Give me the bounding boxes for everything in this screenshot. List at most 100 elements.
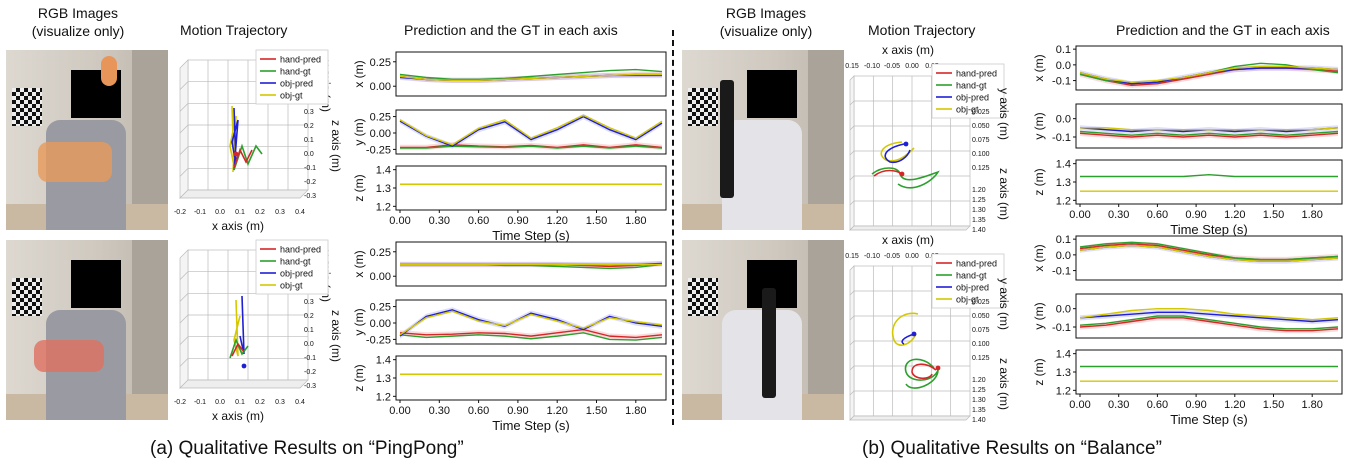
- end-marker: [935, 365, 941, 371]
- grid-line: [849, 175, 855, 181]
- x-tick-label: 1.50: [1263, 399, 1284, 411]
- rgb-image-pingpong-1: [6, 50, 168, 230]
- series-line-obj-gt: [1079, 307, 1339, 321]
- y-axis-label: z (m): [1032, 168, 1046, 195]
- x-tick-label: 0.15: [845, 63, 859, 70]
- series-line-hand-gt: [1079, 241, 1339, 261]
- z-tick-label: 0.0: [304, 151, 314, 158]
- y-tick-label: 0.050: [972, 313, 990, 320]
- section-divider: [672, 30, 674, 425]
- y-axis-label: y (m): [1032, 302, 1046, 329]
- rgb-image-balance-2: [682, 240, 844, 420]
- series-line-hand-pred: [399, 328, 663, 339]
- y-tick-label: 1.3: [1056, 367, 1071, 379]
- y-axis-label: y (m): [352, 118, 366, 145]
- z-tick-label: -0.1: [304, 355, 316, 362]
- x-tick-label: 1.80: [625, 215, 646, 227]
- grid-line: [179, 358, 189, 367]
- grid-line: [179, 81, 189, 90]
- trajectory-hand-gt: [904, 358, 939, 389]
- x-tick-label: 1.20: [546, 215, 567, 227]
- caption-pingpong: (a) Qualitative Results on “PingPong”: [150, 438, 464, 459]
- x-tick-label: 0.3: [275, 209, 285, 216]
- y-tick-label: 0.1: [1056, 234, 1071, 246]
- z-tick-label: 1.40: [972, 227, 986, 234]
- trajectory-obj-pred: [884, 143, 911, 164]
- x-tick-label: 0.30: [429, 405, 450, 417]
- x-axis-label: x axis (m): [882, 43, 934, 57]
- y-tick-label: -0.1: [1052, 266, 1071, 278]
- x-axis-label: Time Step (s): [1170, 222, 1248, 237]
- x-tick-label: 0.30: [1108, 399, 1129, 411]
- x-tick-label: 1.20: [1224, 209, 1245, 221]
- trajectory-obj-pred: [239, 295, 245, 355]
- trajectory-hand-pred: [873, 169, 903, 177]
- x-tick-label: 0.15: [845, 253, 859, 260]
- legend-label-hand-gt: hand-gt: [956, 271, 987, 281]
- x-tick-label: 0.60: [1147, 399, 1168, 411]
- prediction-gt-header-b: Prediction and the GT in each axis: [1116, 22, 1330, 38]
- y-tick-label: 0.125: [972, 355, 990, 362]
- z-tick-label: 0.2: [304, 123, 314, 130]
- grid-line: [179, 168, 189, 177]
- series-line-hand-gt: [1079, 130, 1339, 136]
- series-line-hand-gt: [399, 332, 663, 341]
- x-axis-label: Time Step (s): [492, 418, 570, 433]
- y-tick-label: -0.1: [1052, 132, 1071, 144]
- subplot-frame: [395, 51, 667, 97]
- grid-line: [179, 336, 189, 345]
- z-tick-label: 1.25: [972, 387, 986, 394]
- x-tick-label: 1.20: [546, 405, 567, 417]
- x-tick-label: -0.10: [864, 253, 880, 260]
- legend-label-obj-pred: obj-pred: [280, 269, 313, 279]
- series-line-hand-gt: [1080, 173, 1338, 178]
- trajectory-plot-pingpong-2: -0.2 -0.1 0.0 0.1 0.2 0.3 0.4 x axis (m) 0.3 0.2 0…: [174, 239, 343, 423]
- series-line-hand-gt: [400, 145, 663, 149]
- trajectory-hand-gt: [229, 337, 249, 359]
- x-axis-label: x axis (m): [882, 233, 934, 247]
- grid-line: [849, 150, 855, 156]
- rgb-image-pingpong-2: [6, 240, 168, 420]
- y-axis-label: z (m): [1032, 358, 1046, 385]
- z-axis-label: z axis (m): [997, 168, 1011, 220]
- x-tick-label: 1.50: [586, 215, 607, 227]
- series-line-obj-gt: [399, 114, 663, 146]
- motion-trajectory-header-a: Motion Trajectory: [180, 22, 288, 38]
- z-tick-label: -0.1: [304, 165, 316, 172]
- y-tick-label: 0.00: [370, 271, 391, 283]
- z-tick-label: 1.20: [972, 377, 986, 384]
- legend-label-obj-gt: obj-gt: [956, 105, 979, 115]
- z-tick-label: 1.30: [972, 207, 986, 214]
- y-tick-label: 0.25: [370, 302, 391, 314]
- subplot-frame: [1075, 349, 1343, 395]
- x-tick-label: 0.00: [389, 405, 410, 417]
- grid-floor: [179, 189, 309, 199]
- y-tick-label: 0.075: [972, 137, 990, 144]
- y-tick-label: 0.25: [370, 247, 391, 259]
- trajectory-plot-balance-1: x axis (m)0.15-0.10-0.050.000.05hand-pre…: [845, 43, 1011, 234]
- x-axis-label: x axis (m): [212, 219, 264, 233]
- y-tick-label: 1.2: [1056, 385, 1071, 397]
- trajectory-plot-pingpong-1: -0.2 -0.1 0.0 0.1 0.2 0.3 0.4 x axis (m) 0.3 0.2 0…: [174, 49, 343, 233]
- x-tick-label: 1.50: [1263, 209, 1284, 221]
- z-tick-label: 0.0: [304, 341, 314, 348]
- x-tick-label: 0.0: [215, 399, 225, 406]
- z-tick-label: -0.2: [304, 369, 316, 376]
- grid-floor: [179, 379, 309, 389]
- x-tick-label: 1.80: [1301, 399, 1322, 411]
- subplot-frame: [1075, 103, 1343, 149]
- x-tick-label: 0.60: [468, 215, 489, 227]
- grid-floor: [849, 415, 971, 421]
- x-axis-label: x axis (m): [212, 409, 264, 423]
- y-tick-label: 0.0: [1056, 60, 1071, 72]
- trajectory-hand-pred: [231, 342, 245, 357]
- x-tick-label: -0.2: [174, 399, 186, 406]
- caption-balance: (b) Qualitative Results on “Balance”: [862, 438, 1162, 459]
- grid-line: [849, 315, 855, 321]
- y-tick-label: 0.00: [370, 81, 391, 93]
- x-tick-label: -0.10: [864, 63, 880, 70]
- motion-trajectory-header-b: Motion Trajectory: [868, 22, 976, 38]
- y-axis-label: x (m): [352, 60, 366, 87]
- rgb-images-header-b: RGB Images (visualize only): [706, 4, 826, 40]
- x-tick-label: -0.1: [194, 209, 206, 216]
